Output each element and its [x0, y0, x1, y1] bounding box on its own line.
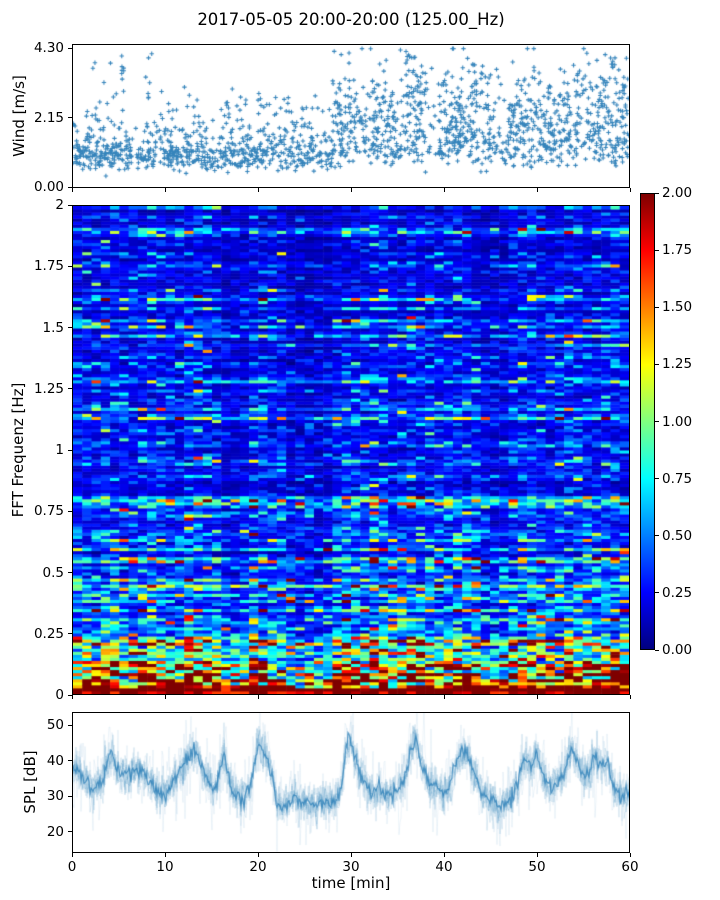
tick-mark [68, 388, 72, 390]
tick-mark [68, 204, 72, 206]
tick-mark [68, 572, 72, 573]
figure-title: 2017-05-05 20:00-20:00 (125.00_Hz) [197, 10, 505, 29]
tick-mark [68, 724, 72, 726]
colorbar-tick-label: 2.00 [662, 185, 693, 201]
tick-mark [629, 853, 631, 857]
y-tick-label: 20 [46, 823, 64, 840]
y-tick-label: 30 [46, 788, 64, 805]
tick-mark [68, 633, 72, 635]
colorbar-tick-mark [655, 649, 659, 651]
x-tick-label: 50 [528, 859, 546, 875]
tick-mark [68, 694, 72, 696]
tick-mark [536, 695, 538, 699]
y-tick-label: 1.5 [42, 319, 64, 336]
x-tick-label: 20 [249, 859, 267, 875]
colorbar-tick-mark [655, 478, 659, 480]
y-tick-label: 0 [55, 687, 64, 703]
tick-mark [68, 760, 72, 762]
tick-mark [629, 695, 631, 699]
spectrogram-canvas [73, 206, 629, 694]
tick-mark [257, 853, 259, 857]
wind-scatter-canvas [73, 45, 629, 187]
colorbar-tick-label: 1.75 [662, 242, 693, 259]
tick-mark [68, 831, 72, 833]
colorbar-tick-mark [655, 592, 659, 594]
spectrogram-axes [72, 205, 630, 695]
spl-line-canvas [73, 713, 629, 852]
x-tick-label: 30 [342, 859, 360, 875]
tick-mark [68, 795, 72, 797]
tick-mark [443, 188, 445, 192]
colorbar-tick-label: 1.25 [662, 356, 693, 373]
tick-mark [164, 188, 166, 192]
colorbar-tick-mark [655, 363, 659, 365]
tick-mark [68, 449, 72, 451]
colorbar-tick-label: 0.00 [662, 642, 693, 658]
tick-mark [68, 510, 72, 512]
colorbar-tick-label: 0.25 [662, 584, 693, 601]
tick-mark [257, 695, 259, 699]
tick-mark [536, 853, 538, 857]
tick-mark [68, 327, 72, 328]
tick-mark [443, 695, 445, 699]
tick-mark [71, 695, 73, 699]
y-tick-label: 1 [55, 442, 64, 458]
tick-mark [68, 186, 72, 188]
x-tick-label: 0 [67, 859, 77, 875]
y-tick-label: 0.75 [33, 503, 64, 520]
x-tick-label: 40 [435, 859, 453, 875]
tick-mark [443, 853, 445, 857]
tick-mark [71, 853, 73, 857]
y-tick-label: 0.25 [33, 625, 64, 642]
tick-mark [68, 265, 72, 267]
colorbar-tick-mark [655, 192, 659, 194]
x-tick-label: 60 [621, 859, 639, 875]
y-tick-label: 1.25 [33, 380, 64, 397]
y-tick-label: 2 [55, 197, 64, 213]
tick-mark [350, 853, 352, 857]
spl-axes [72, 712, 630, 853]
tick-mark [536, 188, 538, 192]
colorbar-tick-mark [655, 249, 659, 251]
tick-mark [629, 188, 631, 192]
tick-mark [257, 188, 259, 192]
colorbar-tick-mark [655, 535, 659, 537]
y-tick-label: 0.5 [42, 564, 64, 581]
tick-mark [68, 117, 72, 118]
tick-mark [164, 695, 166, 699]
tick-mark [350, 188, 352, 192]
tick-mark [71, 188, 73, 192]
tick-mark [164, 853, 166, 857]
y-tick-label: 50 [46, 717, 64, 733]
tick-mark [68, 47, 72, 49]
y-tick-label: 1.75 [33, 258, 64, 275]
colorbar-tick-mark [655, 306, 659, 308]
x-axis-label: time [min] [311, 874, 391, 892]
tick-mark [350, 695, 352, 699]
y-tick-label: 0.00 [33, 179, 64, 195]
colorbar-tick-label: 0.75 [662, 470, 693, 487]
wind-axes [72, 44, 630, 188]
y-tick-label: 40 [46, 752, 64, 769]
y-tick-label: 2.15 [33, 109, 64, 126]
colorbar-tick-mark [655, 421, 659, 422]
colorbar-tick-label: 1.00 [662, 413, 693, 430]
x-tick-label: 10 [156, 859, 174, 875]
colorbar-tick-label: 1.50 [662, 299, 693, 316]
colorbar [640, 193, 655, 650]
colorbar-tick-label: 0.50 [662, 527, 693, 544]
y-tick-label: 4.30 [33, 40, 64, 56]
